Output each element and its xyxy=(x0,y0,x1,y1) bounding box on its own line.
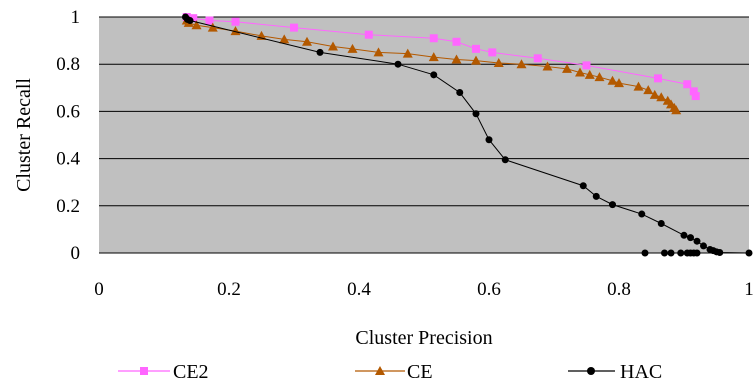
point-ce xyxy=(230,26,241,36)
point-ce xyxy=(671,105,682,115)
point-ce xyxy=(649,89,660,99)
point-ce xyxy=(584,69,595,79)
x-tick-label: 0 xyxy=(94,279,104,300)
point-ce xyxy=(402,48,413,58)
point-ce2 xyxy=(231,17,240,26)
point-ce xyxy=(493,58,504,68)
point-hac xyxy=(667,249,675,257)
legend-label-hac: HAC xyxy=(620,361,662,383)
point-hac xyxy=(657,220,665,227)
point-hac xyxy=(186,17,194,25)
point-ce xyxy=(594,72,605,82)
point-ce2 xyxy=(683,80,692,89)
point-ce xyxy=(656,92,667,102)
point-ce2 xyxy=(689,87,698,96)
legend-item-ce: CE xyxy=(355,361,433,383)
point-hac xyxy=(579,182,587,190)
y-tick-label: 0.4 xyxy=(56,149,80,170)
point-ce xyxy=(471,55,481,65)
series-hac xyxy=(181,13,753,257)
x-tick-label: 0.8 xyxy=(607,279,631,300)
point-ce xyxy=(607,75,618,85)
point-ce xyxy=(562,63,572,73)
legend-item-hac: HAC xyxy=(568,361,662,383)
y-axis-title: Cluster Recall xyxy=(13,78,35,192)
point-hac xyxy=(693,237,701,245)
point-ce2 xyxy=(290,23,298,32)
point-ce2 xyxy=(691,92,700,101)
x-tick-label: 1 xyxy=(744,279,754,300)
point-hac xyxy=(472,110,480,118)
point-ce2 xyxy=(452,37,461,46)
point-hac xyxy=(456,89,464,97)
point-hac xyxy=(677,249,685,257)
point-ce xyxy=(451,54,462,64)
point-ce2 xyxy=(364,30,373,39)
point-ce2 xyxy=(533,54,542,63)
point-hac xyxy=(716,249,724,257)
point-hac xyxy=(316,48,324,56)
point-hac xyxy=(592,192,600,200)
x-tick-label: 0.6 xyxy=(477,279,501,300)
series-layer xyxy=(181,13,753,257)
point-ce xyxy=(302,36,312,46)
point-ce2 xyxy=(472,44,480,53)
point-hac xyxy=(687,234,694,242)
y-tick-label: 0 xyxy=(71,243,81,264)
point-ce xyxy=(373,47,384,57)
point-hac xyxy=(693,249,701,257)
x-tick-label: 0.2 xyxy=(217,279,241,300)
point-ce xyxy=(191,20,202,30)
y-tick-label: 0.6 xyxy=(56,101,80,122)
point-ce2 xyxy=(582,61,591,70)
point-ce xyxy=(347,43,358,53)
point-ce xyxy=(542,61,553,71)
y-tick-label: 1 xyxy=(71,7,81,28)
y-tick-label: 0.8 xyxy=(56,54,80,75)
point-ce xyxy=(279,34,290,44)
point-hac xyxy=(609,201,616,209)
point-hac xyxy=(394,60,402,68)
point-hac xyxy=(485,136,493,144)
point-ce2 xyxy=(488,48,497,57)
point-ce2 xyxy=(654,74,662,83)
point-hac xyxy=(638,210,646,218)
point-ce2 xyxy=(189,14,198,23)
legend-item-ce2: CE2 xyxy=(118,361,209,383)
point-ce xyxy=(643,85,654,95)
x-axis-title: Cluster Precision xyxy=(355,327,492,349)
point-ce xyxy=(575,67,585,77)
point-ce xyxy=(207,22,218,32)
point-hac xyxy=(680,231,688,239)
series-line-ce2 xyxy=(186,16,697,97)
point-hac xyxy=(661,249,668,257)
point-hac xyxy=(430,71,438,79)
legend-label-ce2: CE2 xyxy=(173,361,209,383)
point-hac xyxy=(641,249,649,257)
point-hac xyxy=(501,156,509,164)
point-ce xyxy=(633,81,644,91)
point-ce xyxy=(328,41,338,51)
legend-label-ce: CE xyxy=(407,361,433,383)
y-tick-label: 0.2 xyxy=(56,196,80,217)
plot-area xyxy=(99,17,749,253)
point-hac xyxy=(700,242,707,250)
point-ce2 xyxy=(205,16,214,25)
point-ce xyxy=(428,52,439,62)
tick-labels: 0 0.2 0.4 0.6 0.8 1 0 0.2 0.4 0.6 0.8 1 xyxy=(56,7,754,300)
point-ce xyxy=(516,59,527,69)
series-ce2 xyxy=(182,13,700,101)
point-ce xyxy=(614,78,624,88)
point-ce2 xyxy=(429,34,438,43)
x-tick-label: 0.4 xyxy=(347,279,371,300)
legend: CE2 CE HAC xyxy=(118,361,662,383)
point-hac xyxy=(745,249,753,257)
